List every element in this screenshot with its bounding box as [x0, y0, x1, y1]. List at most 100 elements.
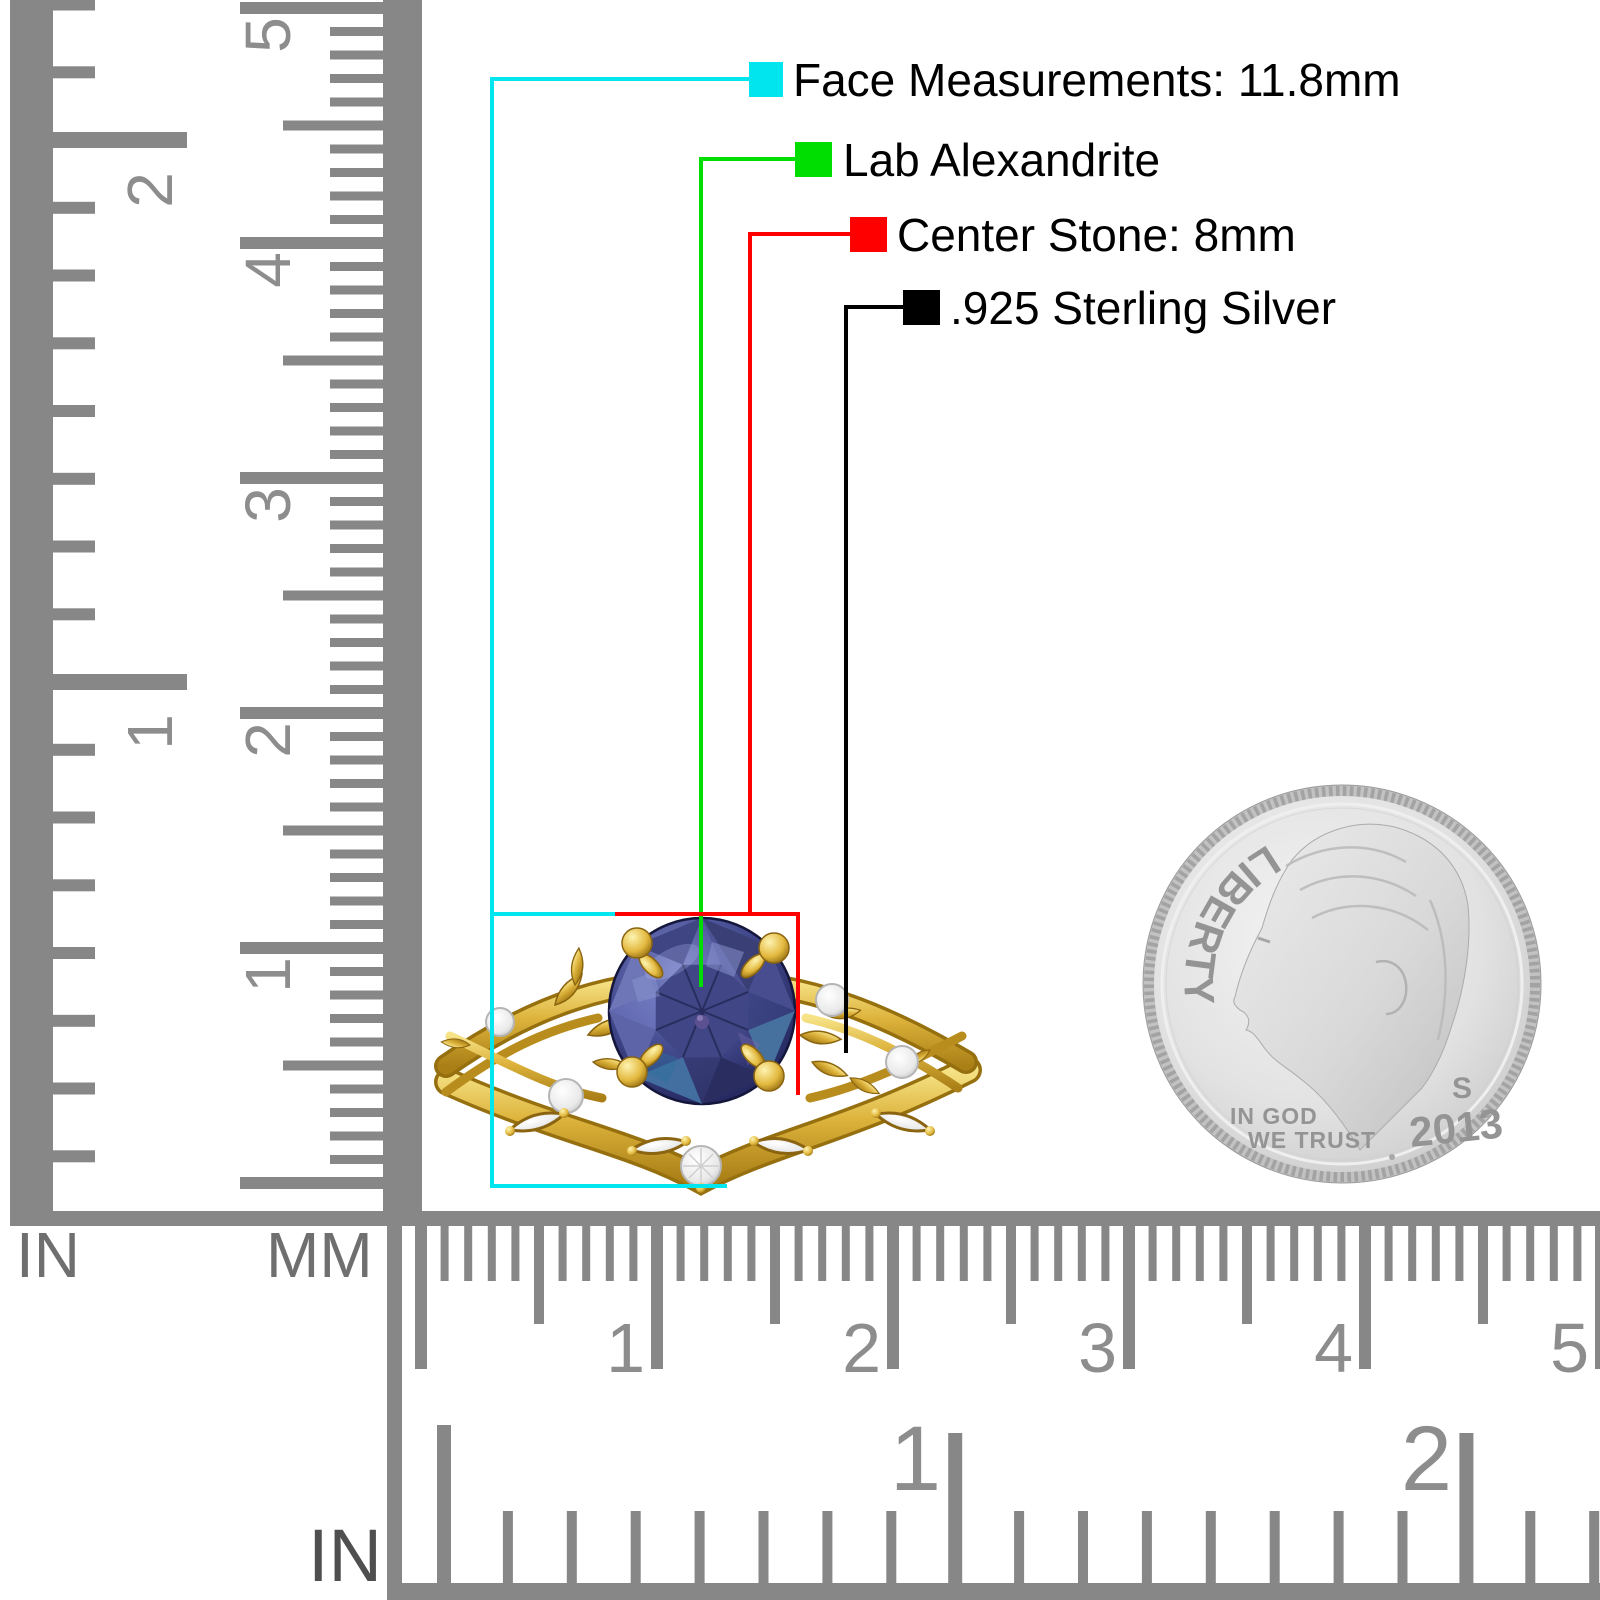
- mm-tick: [440, 1226, 449, 1281]
- inch-tick: [758, 1511, 769, 1583]
- inch-tick: [437, 1425, 451, 1583]
- inch-ruler-number: 1: [114, 714, 186, 750]
- inch-tick: [886, 1511, 897, 1583]
- mm-ruler-number: 5: [232, 17, 304, 53]
- mm-tick: [1266, 1226, 1275, 1281]
- mm-tick: [240, 707, 383, 719]
- mm-tick: [1549, 1226, 1558, 1281]
- mm-ruler-number: 5: [1550, 1309, 1589, 1387]
- mm-tick: [1337, 1226, 1346, 1281]
- mm-tick: [534, 1226, 544, 1324]
- mm-tick: [818, 1226, 827, 1281]
- vertical-mm-ruler-bar: [383, 0, 422, 1211]
- mm-tick: [283, 355, 383, 366]
- vertical-mm-ruler: 5 4 3 2 1: [232, 0, 422, 1211]
- face-measurements-line: [490, 77, 749, 1188]
- mm-tick: [1030, 1226, 1039, 1281]
- mm-tick: [330, 97, 383, 107]
- inch-tick: [53, 1082, 95, 1095]
- inch-tick: [53, 201, 95, 214]
- mm-tick: [330, 215, 383, 224]
- vertical-mm-unit-label: MM: [266, 1219, 373, 1291]
- mm-ruler-number: 3: [232, 487, 304, 523]
- inch-tick: [948, 1433, 963, 1583]
- inch-tick: [822, 1511, 833, 1583]
- mm-tick: [1359, 1226, 1371, 1369]
- inch-tick: [53, 66, 95, 79]
- mm-tick: [283, 825, 383, 836]
- inch-tick: [566, 1511, 577, 1583]
- annotation-labels: Face Measurements: 11.8mm Lab Alexandrit…: [793, 54, 1401, 334]
- inch-tick: [53, 269, 95, 282]
- mm-tick: [1573, 1226, 1582, 1281]
- vertical-inch-ruler: 21: [10, 0, 187, 1211]
- mm-tick: [1242, 1226, 1252, 1324]
- mm-tick: [240, 237, 383, 249]
- inch-tick: [53, 1150, 95, 1163]
- mm-tick: [605, 1226, 614, 1281]
- mm-tick: [770, 1226, 780, 1324]
- mm-ruler-number: 1: [606, 1309, 645, 1387]
- coin-date: 2013: [1407, 1099, 1505, 1156]
- inch-tick: [53, 674, 187, 690]
- bottom-ruler-bottom-bar: [387, 1583, 1600, 1600]
- mm-tick: [330, 403, 383, 412]
- coin-motto-line2: WE TRUST: [1248, 1127, 1376, 1153]
- mm-tick: [651, 1226, 663, 1369]
- mm-tick: [1172, 1226, 1181, 1281]
- vertical-inch-ruler-bar: [10, 0, 53, 1211]
- mm-tick: [330, 262, 383, 271]
- mm-tick: [330, 50, 383, 60]
- mm-tick: [330, 309, 383, 318]
- mm-tick: [330, 967, 383, 976]
- mm-ruler-number: 4: [232, 252, 304, 288]
- mm-tick: [330, 685, 383, 694]
- inch-tick: [53, 1014, 95, 1027]
- mm-tick: [1148, 1226, 1157, 1281]
- mm-tick: [330, 144, 383, 154]
- ring-prongs: [616, 927, 790, 1092]
- bottom-mm-ruler: 1 2 3 4 5: [415, 1226, 1600, 1387]
- mm-tick: [558, 1226, 567, 1281]
- mm-tick: [723, 1226, 732, 1281]
- ring: [434, 916, 982, 1196]
- center-stone-swatch: [850, 217, 887, 252]
- mm-tick: [330, 1131, 383, 1141]
- mm-tick: [330, 168, 383, 177]
- mm-tick: [747, 1226, 756, 1281]
- mm-tick: [912, 1226, 921, 1281]
- mm-tick: [330, 426, 383, 436]
- inch-tick: [1078, 1511, 1088, 1583]
- mm-tick: [330, 1108, 383, 1117]
- inch-tick: [53, 879, 95, 892]
- mm-tick: [464, 1226, 473, 1281]
- mm-tick: [1478, 1226, 1488, 1324]
- mm-tick: [330, 27, 383, 36]
- mm-tick: [511, 1226, 520, 1281]
- lab-alexandrite-line: [699, 157, 795, 987]
- mm-tick: [330, 332, 383, 342]
- mm-tick: [676, 1226, 685, 1281]
- inch-tick: [53, 0, 95, 11]
- mm-tick: [629, 1226, 638, 1281]
- coin-inner-rim: [1160, 802, 1524, 1166]
- mm-tick: [240, 1177, 383, 1189]
- inch-ruler-number: 2: [114, 172, 186, 208]
- inch-tick: [1333, 1511, 1344, 1583]
- mm-tick: [841, 1226, 850, 1281]
- mm-tick: [1595, 1226, 1600, 1369]
- mm-ruler-number: 3: [1078, 1309, 1117, 1387]
- vertical-inch-unit-label: IN: [16, 1219, 80, 1291]
- mm-tick: [330, 1155, 383, 1164]
- inch-tick: [53, 947, 95, 959]
- ring-bead-prongs: [505, 1108, 935, 1156]
- mm-tick: [330, 849, 383, 859]
- mm-tick: [959, 1226, 968, 1281]
- mm-tick: [330, 74, 383, 83]
- mm-tick: [330, 567, 383, 577]
- face-measurements-label: Face Measurements: 11.8mm: [793, 54, 1401, 106]
- mm-tick: [330, 1014, 383, 1023]
- inch-tick: [53, 337, 95, 350]
- bottom-ruler-frame: [10, 1211, 1600, 1600]
